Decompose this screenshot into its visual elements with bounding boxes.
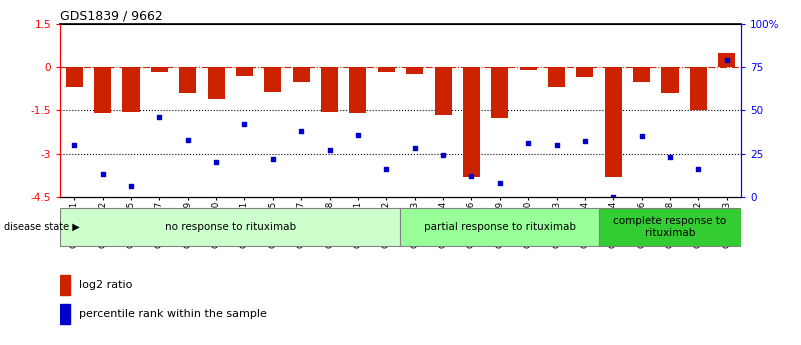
Point <box>521 140 534 146</box>
Point <box>96 171 109 177</box>
Point <box>267 156 280 161</box>
Point <box>210 159 223 165</box>
Bar <box>520 67 537 70</box>
Point <box>68 142 81 148</box>
Point <box>578 139 591 144</box>
Text: GDS1839 / 9662: GDS1839 / 9662 <box>60 10 163 23</box>
Bar <box>434 67 452 115</box>
Bar <box>151 67 168 72</box>
Bar <box>207 67 224 99</box>
Point <box>352 132 364 137</box>
Point <box>409 146 421 151</box>
Bar <box>662 67 678 93</box>
Point <box>437 152 449 158</box>
Text: percentile rank within the sample: percentile rank within the sample <box>78 309 267 319</box>
Bar <box>60 208 400 246</box>
Point <box>635 134 648 139</box>
Point <box>323 147 336 153</box>
Bar <box>690 67 706 110</box>
Bar <box>60 275 70 295</box>
Point <box>295 128 308 134</box>
Bar <box>548 67 565 87</box>
Bar <box>349 67 366 113</box>
Bar <box>179 67 196 93</box>
Point <box>493 180 506 186</box>
Point <box>663 154 676 160</box>
Point <box>550 142 563 148</box>
Bar <box>577 67 594 77</box>
Text: no response to rituximab: no response to rituximab <box>165 222 296 232</box>
Text: partial response to rituximab: partial response to rituximab <box>424 222 576 232</box>
Point <box>720 58 733 63</box>
Bar <box>378 67 395 72</box>
Text: disease state ▶: disease state ▶ <box>4 222 80 232</box>
Point <box>238 121 251 127</box>
Point <box>181 137 194 142</box>
Bar <box>236 67 253 76</box>
Bar <box>95 67 111 113</box>
Bar <box>264 67 281 92</box>
Point <box>692 166 705 172</box>
Point <box>125 184 138 189</box>
Bar <box>66 67 83 87</box>
Bar <box>321 67 338 112</box>
Bar <box>463 67 480 177</box>
Bar <box>292 67 310 82</box>
Bar <box>605 67 622 177</box>
Bar <box>633 67 650 82</box>
Point <box>153 115 166 120</box>
Bar <box>406 67 423 75</box>
Bar <box>60 304 70 324</box>
Bar <box>123 67 139 112</box>
Text: log2 ratio: log2 ratio <box>78 280 132 290</box>
Point <box>465 173 478 179</box>
Bar <box>491 67 509 118</box>
Text: complete response to
rituximab: complete response to rituximab <box>614 216 727 238</box>
Point <box>607 194 620 199</box>
Bar <box>400 208 599 246</box>
Bar <box>718 53 735 67</box>
Point <box>380 166 392 172</box>
Bar <box>599 208 741 246</box>
